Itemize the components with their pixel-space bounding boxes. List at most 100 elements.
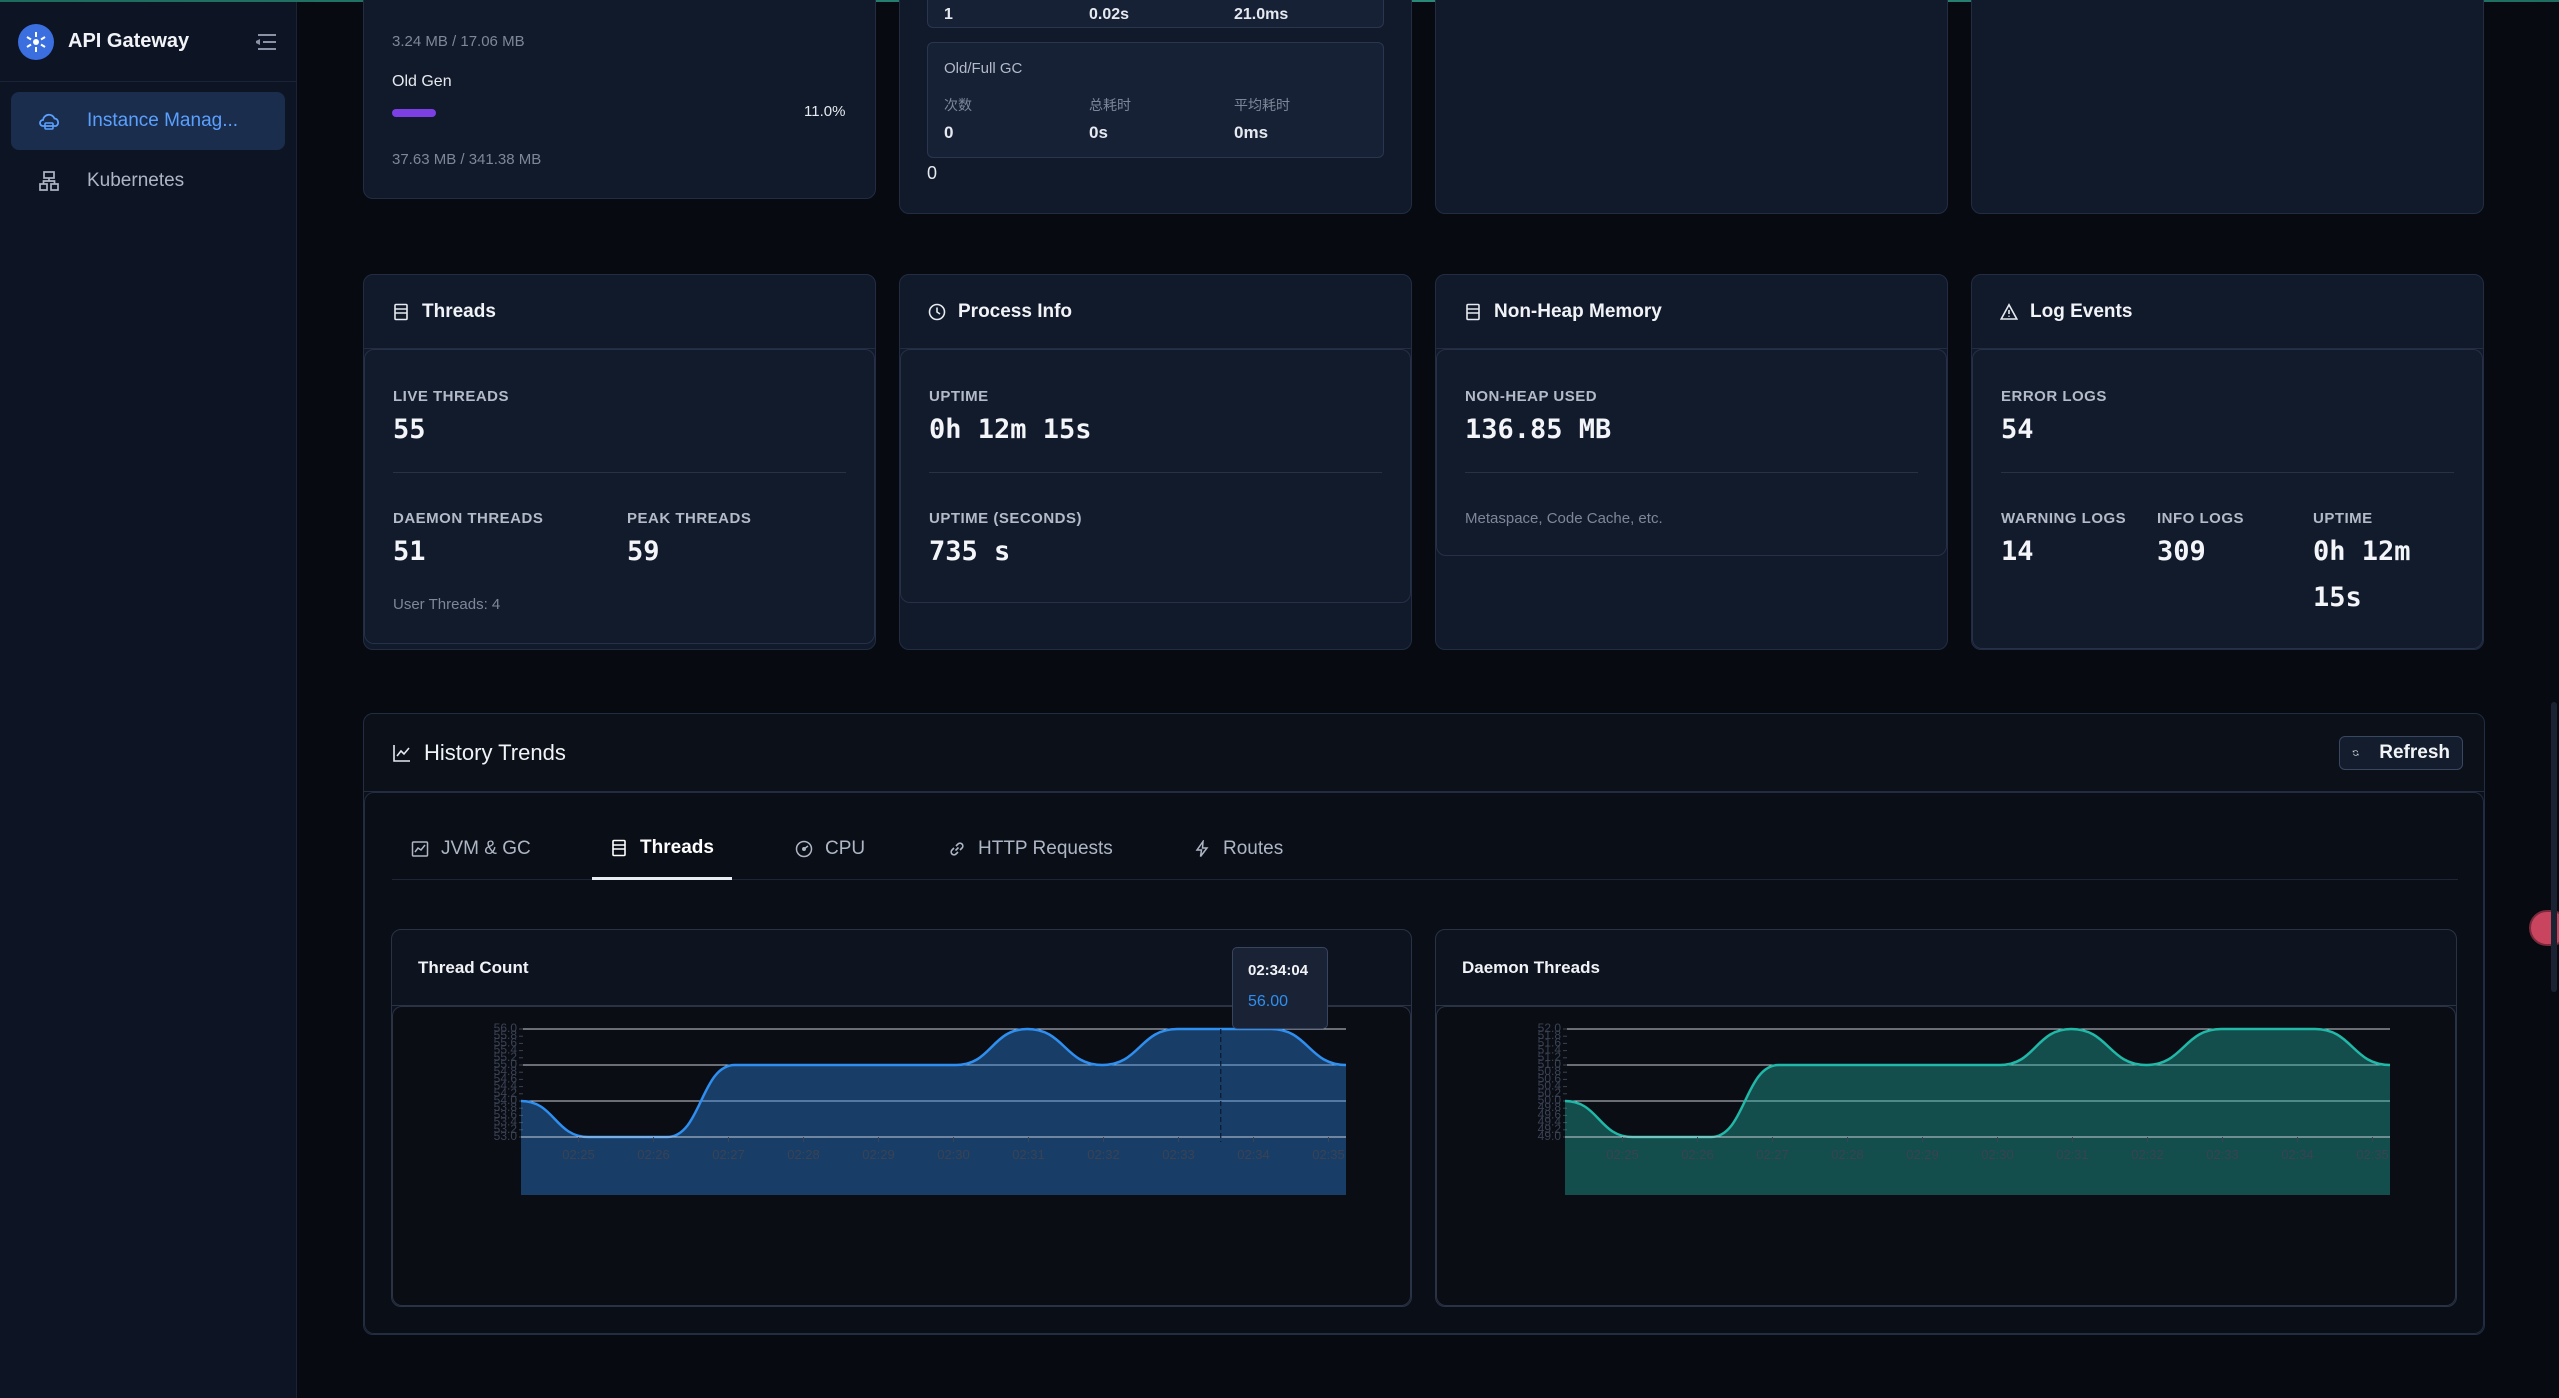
old-gc-title: Old/Full GC [944, 60, 1023, 77]
refresh-label: Refresh [2379, 742, 2450, 763]
y-tick-label: 50.0 [1538, 1093, 1562, 1107]
threads-card: Threads LIVE THREADS 55 DAEMON THREADS 5… [363, 274, 876, 650]
y-tick-label: 53.0 [494, 1129, 518, 1143]
x-tick-label: 02:28 [1831, 1147, 1864, 1162]
y-tick-label: 55.8 [494, 1028, 518, 1042]
tooltip-value: 56.00 [1248, 993, 1289, 1010]
log-events-card: Log Events ERROR LOGS 54 WARNING LOGS 14… [1971, 274, 2484, 650]
link-icon [950, 842, 964, 856]
x-tick-label: 02:29 [862, 1147, 895, 1162]
chart-title: Thread Count [392, 930, 1411, 1006]
collapse-menu-icon[interactable] [254, 31, 278, 53]
y-tick-label: 53.6 [494, 1107, 518, 1121]
sidebar-menu: Instance Manag... Kubernetes [0, 82, 296, 222]
gc-card: 1 0.02s 21.0ms Old/Full GC 次数 总耗时 平均耗时 0… [899, 0, 1412, 214]
daemon-threads-label: DAEMON THREADS [393, 510, 544, 527]
young-gen-sizes: 3.24 MB / 17.06 MB [392, 33, 525, 50]
warning-icon [2000, 302, 2018, 320]
info-logs-label: INFO LOGS [2157, 510, 2244, 527]
daemon-threads-chart: 49.049.249.449.649.850.050.250.450.650.8… [1538, 1021, 2391, 1195]
x-tick-label: 02:34 [2281, 1147, 2314, 1162]
y-tick-label: 54.4 [494, 1079, 518, 1093]
clock-icon [928, 303, 946, 320]
x-tick-label: 02:27 [1756, 1147, 1789, 1162]
young-gc-total: 0.02s [1089, 6, 1130, 23]
y-tick-label: 51.6 [1538, 1035, 1562, 1049]
uptime-seconds-value: 735 s [929, 536, 1011, 567]
non-heap-memory-card: Non-Heap Memory NON-HEAP USED 136.85 MB … [1435, 274, 1948, 650]
y-tick-label: 55.0 [494, 1057, 518, 1071]
app-title: API Gateway [68, 30, 190, 52]
process-card-header: Process Info [900, 275, 1411, 349]
y-tick-label: 49.4 [1538, 1115, 1562, 1129]
x-tick-label: 02:35 [2356, 1147, 2389, 1162]
line-chart-icon [393, 744, 410, 762]
daemon-threads-value: 51 [393, 536, 426, 567]
y-tick-label: 50.6 [1538, 1071, 1562, 1085]
sidebar-item-label: Kubernetes [87, 170, 185, 191]
tab-label: Threads [640, 836, 714, 858]
x-tick-label: 02:31 [2056, 1147, 2089, 1162]
old-gc-count: 0 [944, 123, 954, 142]
x-tick-label: 02:30 [937, 1147, 970, 1162]
warning-logs-value: 14 [2001, 536, 2034, 567]
tab-label: Routes [1223, 838, 1284, 859]
log-card-header: Log Events [1972, 275, 2483, 349]
user-threads-note: User Threads: 4 [393, 596, 501, 613]
info-logs-value: 309 [2157, 536, 2206, 567]
tab-cpu[interactable]: CPU [795, 818, 885, 880]
chart-body: 49.0 49.2 49.4 49.6 49.8 50.0 50.2 50.4 50.6 50.8… [1436, 1006, 2456, 1306]
x-tick-label: 02:30 [1981, 1147, 2014, 1162]
scrollbar-thumb[interactable] [2551, 702, 2557, 992]
cluster-icon [37, 169, 61, 193]
y-tick-label: 51.0 [1538, 1057, 1562, 1071]
y-tick-label: 50.8 [1538, 1064, 1562, 1078]
divider [1465, 472, 1918, 473]
y-tick-label: 51.4 [1538, 1043, 1562, 1057]
nonheap-used-value: 136.85 MB [1465, 414, 1612, 445]
log-card-body: ERROR LOGS 54 WARNING LOGS 14 INFO LOGS … [1972, 349, 2483, 649]
young-gc-count: 1 [944, 6, 953, 23]
sidebar-item-instance-management[interactable]: Instance Manag... [11, 92, 285, 150]
x-tick-label: 02:32 [2131, 1147, 2164, 1162]
tab-routes[interactable]: Routes [1193, 818, 1303, 880]
y-tick-label: 54.6 [494, 1071, 518, 1085]
y-tick-label: 53.8 [494, 1100, 518, 1114]
young-gc-row: 1 0.02s 21.0ms [927, 0, 1384, 28]
empty-card-1 [1435, 0, 1948, 214]
series-area [521, 1029, 1346, 1195]
uptime-label: UPTIME [929, 388, 989, 405]
threads-card-title: Threads [422, 300, 496, 322]
y-tick-label: 54.0 [494, 1093, 518, 1107]
x-tick-label: 02:28 [787, 1147, 820, 1162]
sidebar-item-kubernetes[interactable]: Kubernetes [11, 152, 285, 210]
uptime-seconds-label: UPTIME (SECONDS) [929, 510, 1083, 527]
x-tick-label: 02:35 [1312, 1147, 1345, 1162]
x-tick-label: 02:31 [1012, 1147, 1045, 1162]
y-tick-label: 54.8 [494, 1064, 518, 1078]
history-header: History Trends [364, 714, 2484, 792]
y-tick-label: 51.2 [1538, 1050, 1562, 1064]
y-tick-label: 55.2 [494, 1050, 518, 1064]
empty-card-2 [1971, 0, 2484, 214]
threads-card-header: Threads [364, 275, 875, 349]
y-tick-label: 55.4 [494, 1043, 518, 1057]
process-card-body: UPTIME 0h 12m 15s UPTIME (SECONDS) 735 s [900, 349, 1411, 603]
dashboard-icon [795, 840, 813, 858]
tab-jvm-gc[interactable]: JVM & GC [411, 818, 551, 880]
tab-threads[interactable]: Threads [592, 818, 732, 880]
tab-http-requests[interactable]: HTTP Requests [948, 818, 1128, 880]
peak-threads-value: 59 [627, 536, 660, 567]
y-tick-label: 51.8 [1538, 1028, 1562, 1042]
y-tick-label: 49.8 [1538, 1100, 1562, 1114]
y-tick-label: 49.6 [1538, 1107, 1562, 1121]
cloud-server-icon [37, 109, 61, 133]
nonheap-card-header: Non-Heap Memory [1436, 275, 1947, 349]
refresh-button[interactable]: Refresh [2339, 736, 2463, 770]
log-card-title: Log Events [2030, 300, 2133, 322]
x-tick-label: 02:25 [562, 1147, 595, 1162]
bolt-icon [1195, 840, 1209, 857]
memory-card: 3.24 MB / 17.06 MB Old Gen 11.0% 37.63 M… [363, 0, 876, 199]
line-chart-icon [411, 841, 429, 857]
chart-body: 53.0 53.2 53.4 53.6 53.8 54.0 54.2 54.4 54.6 54.8… [392, 1006, 1411, 1306]
